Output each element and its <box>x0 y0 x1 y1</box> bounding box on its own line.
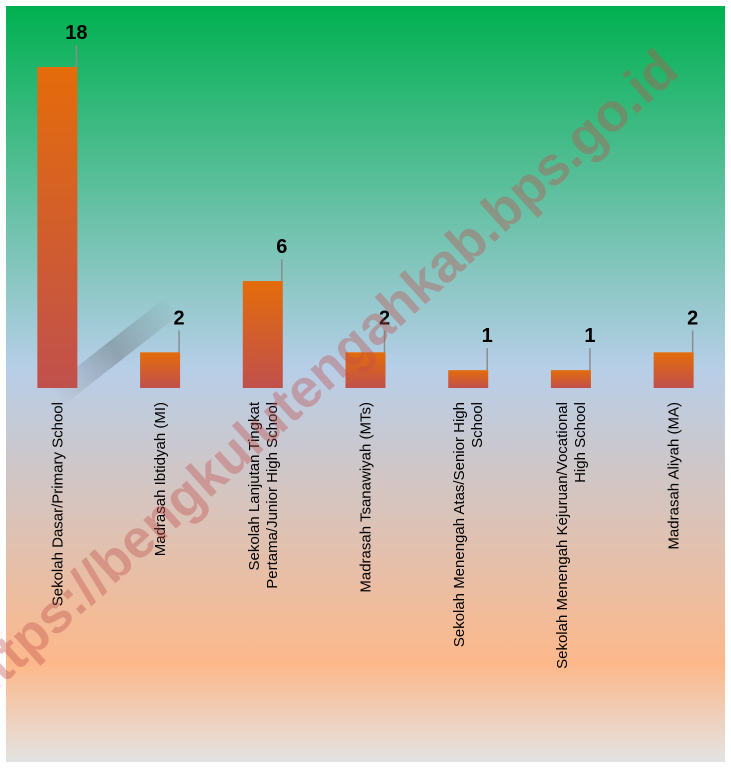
data-label: 18 <box>65 22 87 44</box>
category-label: Sekolah Menengah Kejuruan/Vocational <box>554 402 571 669</box>
category-label: School <box>469 402 486 448</box>
data-label: 2 <box>174 307 185 329</box>
category-label: Madrasah Ibtidyah (MI) <box>152 402 169 556</box>
bar <box>550 370 591 388</box>
bar <box>448 370 489 388</box>
category-label: Madrasah Tsanawiyah (MTs) <box>358 402 375 593</box>
bar <box>653 352 694 388</box>
watermark-smudge <box>49 296 181 406</box>
bar <box>242 281 283 388</box>
data-label: 1 <box>584 325 595 347</box>
data-label: 2 <box>379 307 390 329</box>
data-label: 1 <box>482 325 493 347</box>
category-label: High School <box>572 402 589 483</box>
category-label: Sekolah Lanjutan Tingkat <box>246 401 263 570</box>
data-label: 6 <box>276 236 287 258</box>
bar <box>140 352 181 388</box>
category-label: Pertama/Junior High School <box>264 402 281 589</box>
category-label: Sekolah Dasar/Primary School <box>49 402 66 606</box>
category-label: Sekolah Menengah Atas/Senior High <box>451 402 468 647</box>
category-label: Madrasah Aliyah (MA) <box>666 402 683 550</box>
bar <box>345 352 386 388</box>
bar <box>37 67 78 388</box>
data-label: 2 <box>687 307 698 329</box>
